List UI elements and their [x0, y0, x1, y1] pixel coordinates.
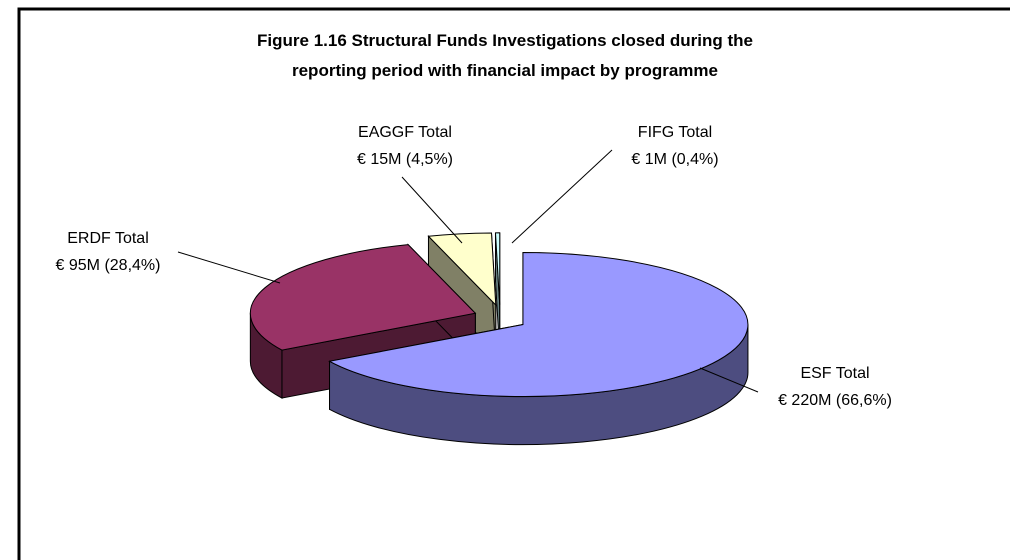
chart-title: reporting period with financial impact b…: [292, 61, 718, 80]
slice-label: FIFG Total: [638, 124, 712, 141]
slice-value-label: € 15M (4,5%): [357, 151, 453, 168]
leader-line: [699, 367, 759, 393]
slice-top: [249, 244, 477, 351]
leader-line: [401, 176, 463, 244]
slice-top: [328, 252, 749, 398]
chart-title: Figure 1.16 Structural Funds Investigati…: [257, 31, 753, 50]
pie-slice: [427, 232, 497, 355]
slice-label: ESF Total: [800, 365, 869, 382]
slice-value-label: € 1M (0,4%): [631, 151, 718, 168]
pie-slice: [494, 232, 501, 353]
slice-value-label: € 220M (66,6%): [778, 392, 892, 409]
leader-line: [177, 251, 281, 284]
pie-slice: [328, 252, 749, 446]
slice-value-label: € 95M (28,4%): [56, 257, 161, 274]
slice-label: EAGGF Total: [358, 124, 452, 141]
slice-top: [427, 232, 497, 307]
leader-line: [511, 149, 613, 244]
slice-label: ERDF Total: [67, 230, 149, 247]
chart-frame: [17, 7, 1010, 560]
slice-top: [494, 232, 501, 305]
